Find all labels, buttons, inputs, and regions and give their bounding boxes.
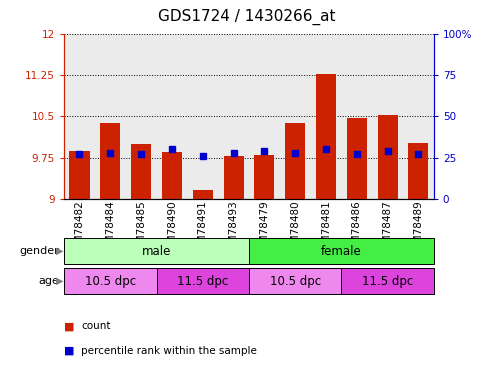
Bar xyxy=(341,268,434,294)
Bar xyxy=(64,238,249,264)
Bar xyxy=(131,144,151,199)
Text: age: age xyxy=(38,276,59,286)
Bar xyxy=(316,74,336,199)
Bar xyxy=(249,268,341,294)
Bar xyxy=(280,34,311,199)
Bar xyxy=(254,155,275,199)
Text: 11.5 dpc: 11.5 dpc xyxy=(177,275,228,288)
Text: ▶: ▶ xyxy=(56,276,63,286)
Text: GDS1724 / 1430266_at: GDS1724 / 1430266_at xyxy=(158,9,335,25)
Text: percentile rank within the sample: percentile rank within the sample xyxy=(81,346,257,355)
Bar xyxy=(70,151,90,199)
Text: gender: gender xyxy=(19,246,59,256)
Text: 10.5 dpc: 10.5 dpc xyxy=(270,275,321,288)
Text: ▶: ▶ xyxy=(56,246,63,256)
Bar xyxy=(249,238,434,264)
Bar xyxy=(157,268,249,294)
Text: female: female xyxy=(321,245,362,258)
Bar xyxy=(223,156,244,199)
Bar xyxy=(162,152,182,199)
Bar xyxy=(218,34,249,199)
Text: ■: ■ xyxy=(64,346,74,355)
Text: 11.5 dpc: 11.5 dpc xyxy=(362,275,413,288)
Text: male: male xyxy=(142,245,171,258)
Bar xyxy=(95,34,126,199)
Bar xyxy=(100,123,120,199)
Bar xyxy=(193,190,213,199)
Bar xyxy=(311,34,341,199)
Bar xyxy=(187,34,218,199)
Bar xyxy=(157,34,187,199)
Bar xyxy=(378,115,398,199)
Bar xyxy=(285,123,305,199)
Text: count: count xyxy=(81,321,111,331)
Bar xyxy=(408,142,428,199)
Bar xyxy=(64,34,95,199)
Bar xyxy=(341,34,372,199)
Bar xyxy=(372,34,403,199)
Bar xyxy=(64,268,157,294)
Bar xyxy=(347,118,367,199)
Bar xyxy=(249,34,280,199)
Bar xyxy=(126,34,157,199)
Text: ■: ■ xyxy=(64,321,74,331)
Bar xyxy=(403,34,434,199)
Text: 10.5 dpc: 10.5 dpc xyxy=(85,275,136,288)
